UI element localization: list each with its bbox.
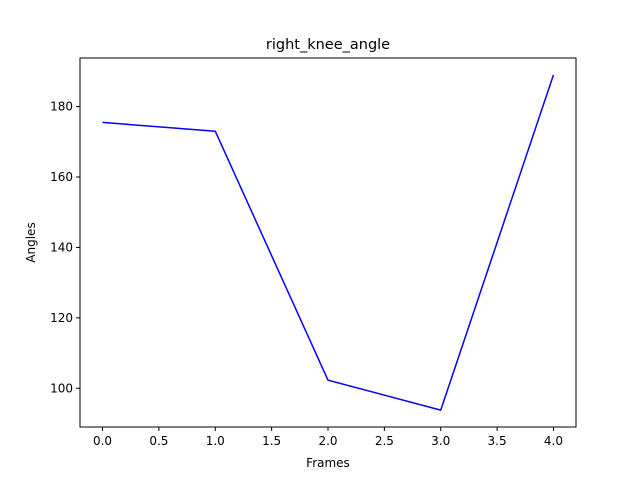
x-tick-label: 4.0 bbox=[544, 434, 563, 448]
x-tick-label: 0.0 bbox=[93, 434, 112, 448]
x-tick-label: 2.5 bbox=[375, 434, 394, 448]
series-layer bbox=[102, 74, 555, 411]
y-tick-label: 160 bbox=[50, 170, 73, 184]
y-axis-title: Angles bbox=[24, 222, 38, 262]
x-axis-title: Frames bbox=[306, 456, 350, 470]
y-axis: 100 120 140 160 180 bbox=[50, 100, 80, 395]
y-tick-label: 120 bbox=[50, 311, 73, 325]
chart-title: right_knee_angle bbox=[266, 37, 390, 53]
x-tick-label: 3.5 bbox=[488, 434, 507, 448]
x-tick-label: 0.5 bbox=[149, 434, 168, 448]
y-tick-label: 100 bbox=[50, 381, 73, 395]
x-tick-label: 1.5 bbox=[262, 434, 281, 448]
x-axis: 0.0 0.5 1.0 1.5 2.0 2.5 3.0 3.5 4.0 bbox=[93, 427, 563, 448]
x-tick-label: 2.0 bbox=[318, 434, 337, 448]
x-tick-label: 1.0 bbox=[206, 434, 225, 448]
y-tick-label: 140 bbox=[50, 240, 73, 254]
plot-area-frame bbox=[79, 57, 577, 428]
x-tick-label: 3.0 bbox=[431, 434, 450, 448]
series-line bbox=[102, 74, 555, 411]
y-tick-label: 180 bbox=[50, 100, 73, 114]
